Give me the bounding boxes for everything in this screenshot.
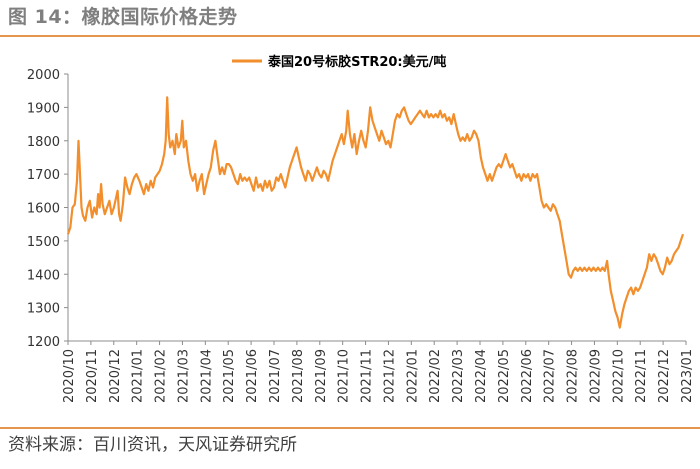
y-tick-label: 1500 — [27, 235, 60, 250]
x-tick-label: 2022/03 — [451, 349, 466, 403]
y-tick-label: 1400 — [27, 268, 60, 283]
x-tick-label: 2021/10 — [337, 349, 352, 403]
y-tick-label: 2000 — [27, 68, 60, 83]
x-tick-label: 2020/11 — [85, 349, 100, 403]
x-tick-label: 2022/12 — [657, 349, 672, 403]
line-chart: 1200 1300 1400 1500 1600 1700 1800 1900 2000 202… — [27, 54, 695, 403]
x-tick-label: 2021/07 — [268, 349, 283, 403]
y-tick-label: 1300 — [27, 302, 60, 317]
y-tick-label: 1700 — [27, 168, 60, 183]
y-tick-label: 1600 — [27, 202, 60, 217]
x-tick-label: 2022/08 — [566, 349, 581, 403]
legend: 泰国20号标胶STR20:美元/吨 — [232, 54, 446, 70]
x-tick-label: 2021/04 — [199, 349, 214, 403]
x-tick-label: 2022/07 — [543, 349, 558, 403]
x-axis: 2020/10 2020/11 2020/12 2021/01 2021/02 2021/… — [62, 340, 695, 403]
x-tick-label: 2022/05 — [497, 349, 512, 403]
source-note: 资料来源：百川资讯，天风证券研究所 — [8, 435, 297, 455]
x-tick-label: 2021/06 — [245, 349, 260, 403]
x-tick-label: 2021/08 — [291, 349, 306, 403]
x-tick-label: 2023/01 — [680, 349, 695, 403]
x-tick-label: 2020/12 — [108, 349, 123, 403]
x-tick-label: 2021/11 — [360, 349, 375, 403]
x-tick-label: 2022/11 — [634, 349, 649, 403]
x-tick-label: 2021/01 — [131, 349, 146, 403]
x-tick-label: 2021/12 — [382, 349, 397, 403]
x-tick-label: 2020/10 — [62, 349, 77, 403]
x-tick-label: 2022/01 — [405, 349, 420, 403]
figure-title: 图 14：橡胶国际价格走势 — [8, 6, 238, 28]
series-line — [66, 96, 685, 329]
y-tick-label: 1200 — [27, 335, 60, 350]
y-axis: 1200 1300 1400 1500 1600 1700 1800 1900 2000 — [27, 68, 69, 350]
y-tick-label: 1800 — [27, 135, 60, 150]
x-tick-label: 2021/05 — [222, 349, 237, 403]
x-tick-label: 2022/09 — [588, 349, 603, 403]
x-tick-label: 2022/06 — [520, 349, 535, 403]
x-tick-label: 2021/02 — [154, 349, 169, 403]
x-tick-label: 2021/09 — [314, 349, 329, 403]
x-tick-label: 2022/02 — [428, 349, 443, 403]
legend-label: 泰国20号标胶STR20:美元/吨 — [267, 54, 446, 70]
x-tick-label: 2021/03 — [176, 349, 191, 403]
x-tick-label: 2022/04 — [474, 349, 489, 403]
y-tick-label: 1900 — [27, 101, 60, 116]
source-rule — [0, 427, 700, 429]
x-tick-label: 2022/10 — [611, 349, 626, 403]
title-rule — [0, 35, 700, 37]
